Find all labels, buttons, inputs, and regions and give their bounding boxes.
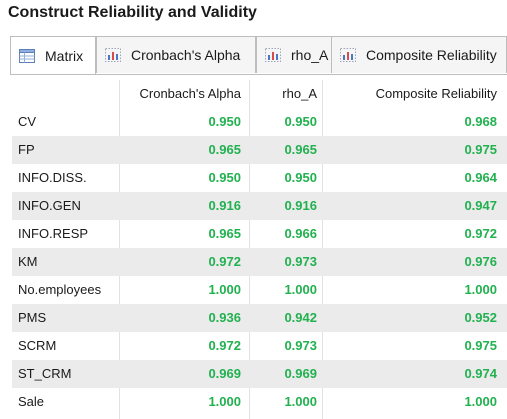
- composite-reliability-value: 0.952: [464, 310, 497, 325]
- composite-reliability-value: 1.000: [464, 282, 497, 297]
- row-label: Sale: [18, 394, 45, 409]
- rho-a-value: 0.916: [284, 198, 317, 213]
- tab-matrix-label: Matrix: [45, 47, 84, 64]
- alpha-value: 0.969: [208, 366, 241, 381]
- row-label: INFO.DISS.: [18, 170, 87, 185]
- alpha-value: 1.000: [208, 282, 241, 297]
- alpha-value: 0.950: [208, 170, 241, 185]
- column-header-composite-reliability[interactable]: Composite Reliability: [375, 86, 497, 101]
- row-label: SCRM: [18, 338, 57, 353]
- tab-composite-reliability[interactable]: Composite Reliability: [331, 36, 507, 73]
- row-label: PMS: [18, 310, 47, 325]
- column-header-cronbachs-alpha[interactable]: Cronbach's Alpha: [139, 86, 242, 101]
- alpha-value: 0.972: [208, 338, 241, 353]
- composite-reliability-value: 0.975: [464, 338, 497, 353]
- alpha-value: 0.916: [208, 198, 241, 213]
- composite-reliability-value: 0.947: [464, 198, 497, 213]
- column-header-rho-a[interactable]: rho_A: [282, 86, 317, 101]
- tab-matrix[interactable]: Matrix: [10, 36, 96, 74]
- rho-a-value: 1.000: [284, 282, 317, 297]
- table-header-row: Cronbach's Alpha rho_A Composite Reliabi…: [12, 80, 507, 108]
- table-row[interactable]: INFO.GEN 0.916 0.916 0.947: [12, 192, 507, 220]
- reliability-table: Cronbach's Alpha rho_A Composite Reliabi…: [12, 80, 507, 416]
- composite-reliability-value: 0.974: [464, 366, 497, 381]
- tab-bar: Matrix Cronbach's Alpha rho_A: [10, 36, 507, 75]
- row-label: INFO.RESP: [18, 226, 89, 241]
- rho-a-value: 0.942: [284, 310, 317, 325]
- row-label: KM: [18, 254, 38, 269]
- alpha-value: 0.965: [208, 142, 241, 157]
- table-row[interactable]: ST_CRM 0.969 0.969 0.974: [12, 360, 507, 388]
- matrix-icon: [19, 48, 35, 63]
- table-row[interactable]: INFO.RESP 0.965 0.966 0.972: [12, 220, 507, 248]
- row-label: CV: [18, 114, 37, 129]
- alpha-value: 0.936: [208, 310, 241, 325]
- chart-icon: [265, 48, 281, 62]
- composite-reliability-value: 0.975: [464, 142, 497, 157]
- rho-a-value: 0.950: [284, 114, 317, 129]
- rho-a-value: 0.969: [284, 366, 317, 381]
- tab-rho-a[interactable]: rho_A: [256, 36, 342, 73]
- tab-cronbachs-alpha-label: Cronbach's Alpha: [131, 47, 241, 63]
- rho-a-value: 0.973: [284, 338, 317, 353]
- alpha-value: 0.965: [208, 226, 241, 241]
- tab-rho-a-label: rho_A: [291, 47, 329, 63]
- rho-a-value: 0.973: [284, 254, 317, 269]
- table-row[interactable]: Sale 1.000 1.000 1.000: [12, 388, 507, 416]
- table-row[interactable]: CV 0.950 0.950 0.968: [12, 108, 507, 136]
- rho-a-value: 0.966: [284, 226, 317, 241]
- table-row[interactable]: No.employees 1.000 1.000 1.000: [12, 276, 507, 304]
- composite-reliability-value: 0.976: [464, 254, 497, 269]
- composite-reliability-value: 1.000: [464, 394, 497, 409]
- row-label: FP: [18, 142, 35, 157]
- alpha-value: 0.950: [208, 114, 241, 129]
- rho-a-value: 0.965: [284, 142, 317, 157]
- tab-cronbachs-alpha[interactable]: Cronbach's Alpha: [96, 36, 256, 73]
- table-row[interactable]: PMS 0.936 0.942 0.952: [12, 304, 507, 332]
- rho-a-value: 0.950: [284, 170, 317, 185]
- rho-a-value: 1.000: [284, 394, 317, 409]
- chart-icon: [105, 48, 121, 62]
- tab-composite-reliability-label: Composite Reliability: [366, 47, 497, 63]
- table-row[interactable]: KM 0.972 0.973 0.976: [12, 248, 507, 276]
- table-row[interactable]: FP 0.965 0.965 0.975: [12, 136, 507, 164]
- table-row[interactable]: SCRM 0.972 0.973 0.975: [12, 332, 507, 360]
- alpha-value: 0.972: [208, 254, 241, 269]
- row-label: No.employees: [18, 282, 102, 297]
- page-title: Construct Reliability and Validity: [8, 4, 257, 21]
- composite-reliability-value: 0.968: [464, 114, 497, 129]
- table-row[interactable]: INFO.DISS. 0.950 0.950 0.964: [12, 164, 507, 192]
- composite-reliability-value: 0.964: [464, 170, 497, 185]
- composite-reliability-value: 0.972: [464, 226, 497, 241]
- alpha-value: 1.000: [208, 394, 241, 409]
- row-label: INFO.GEN: [18, 198, 81, 213]
- chart-icon: [340, 48, 356, 62]
- row-label: ST_CRM: [18, 366, 72, 381]
